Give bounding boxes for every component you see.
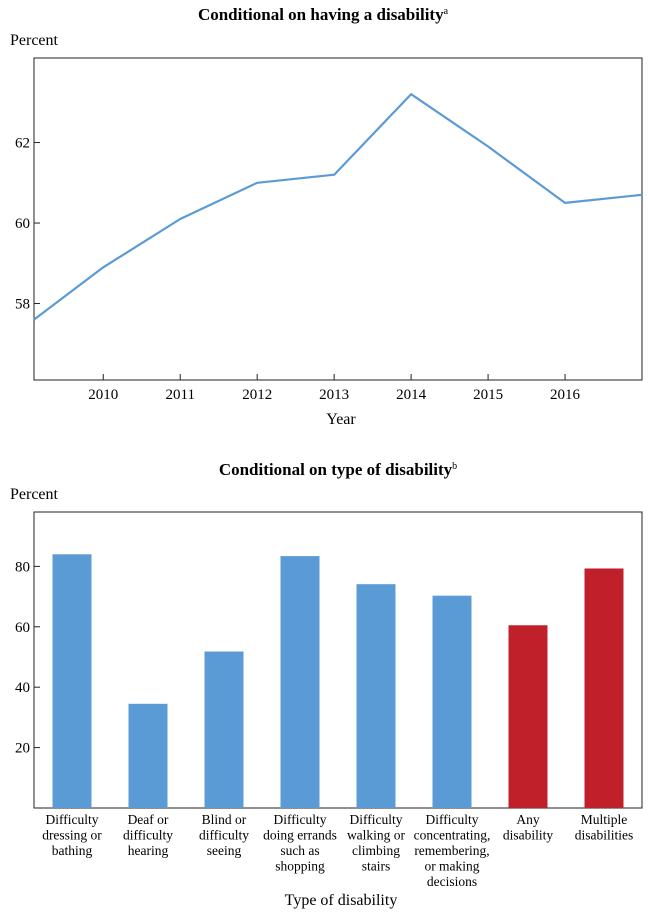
category-label-line: difficulty [199,828,249,843]
y-tick-label: 62 [15,136,30,152]
category-label-line: bathing [52,843,93,858]
category-label-line: Difficulty [46,812,99,827]
category-label-line: remembering, [414,843,489,858]
category-label-line: hearing [128,843,169,858]
line-chart-y-axis-label: Percent [10,32,59,49]
category-label-line: doing errands [263,828,337,843]
category-label-line: such as [280,843,319,858]
x-tick-label: 2012 [242,387,272,403]
category-label-line: dressing or [42,828,102,843]
category-label-line: Difficulty [426,812,479,827]
x-tick-label: 2011 [166,387,195,403]
category-label-line: disabilities [575,828,634,843]
bar-chart-plot-frame [33,511,643,809]
line-chart-plot-frame [33,57,643,381]
y-tick-label: 58 [15,297,30,313]
category-label-line: climbing [352,843,400,858]
bar-chart-title: Conditional on type of disabilityb [219,460,457,479]
category-label: Deaf or difficulty hearing [123,812,173,858]
bar [356,584,396,808]
x-tick-label: 2016 [550,387,581,403]
line-series [33,93,643,321]
bar [432,595,472,808]
bar [584,568,624,808]
bar [128,703,168,808]
bar-chart-x-axis-label: Type of disability [285,892,398,909]
category-label-line: difficulty [123,828,173,843]
category-label-line: shopping [275,859,325,874]
bar [52,554,92,808]
category-label: Blind or difficulty seeing [199,812,249,858]
category-label-line: walking or [347,828,406,843]
y-tick-label: 60 [15,620,30,636]
line-chart-x-axis-label: Year [326,411,356,428]
category-label-line: disability [503,828,553,843]
x-tick-label: 2015 [473,387,503,403]
category-label-line: stairs [362,859,391,874]
line-chart-title: Conditional on having a disabilitya [198,5,449,24]
bar [280,556,320,808]
category-label-line: Multiple [581,812,628,827]
category-label-line: Any [516,812,539,827]
category-label-line: concentrating, [414,828,491,843]
category-label: Multiple disabilities [575,812,634,843]
category-label-line: or making [424,859,479,874]
bar [508,625,548,808]
y-tick-label: 40 [15,680,30,696]
line-chart-ticks: 2010 2011 2012 2013 2014 2015 2016 58 60 62 [15,136,581,403]
bar-chart: Conditional on type of disabilityb Perce… [10,460,643,909]
category-label-line: Deaf or [128,812,169,827]
x-tick-label: 2013 [319,387,349,403]
category-label-line: decisions [427,874,477,889]
category-label: Difficulty concentrating, remembering, or m… [414,812,491,889]
category-label-line: Difficulty [350,812,403,827]
x-tick-label: 2010 [88,387,118,403]
bar-chart-bars [52,554,624,808]
bar [204,651,244,808]
category-label: Any disability [503,812,553,843]
y-tick-label: 80 [15,559,30,575]
bar-chart-y-axis-label: Percent [10,486,59,503]
category-label-line: Blind or [202,812,247,827]
y-tick-label: 20 [15,741,30,757]
category-label-line: seeing [207,843,242,858]
line-chart: Conditional on having a disabilitya Perc… [10,5,643,428]
y-tick-label: 60 [15,216,30,232]
x-tick-label: 2014 [396,387,427,403]
category-label: Difficulty walking or climbing stairs [347,812,406,874]
category-label: Difficulty dressing or bathing [42,812,102,858]
category-label-line: Difficulty [274,812,327,827]
category-label: Difficulty doing errands such as shopping [263,812,337,874]
